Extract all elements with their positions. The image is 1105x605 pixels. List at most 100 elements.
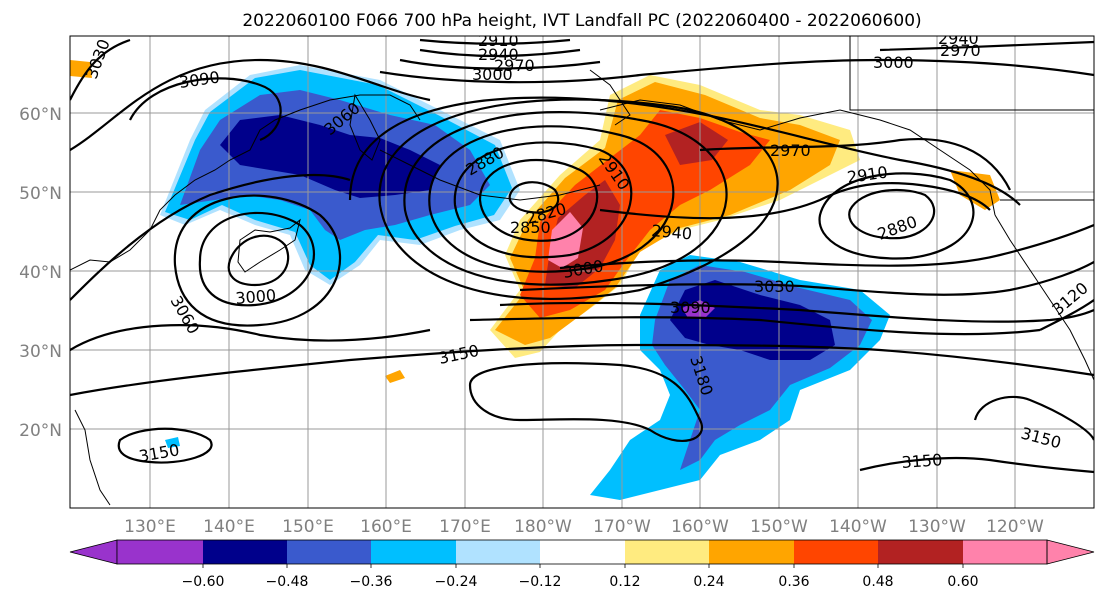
coastline-kamchatka xyxy=(349,93,381,161)
contour-label: 3150 xyxy=(901,450,943,472)
contour-3090-north xyxy=(129,77,282,142)
contour-3060-mid xyxy=(499,301,1094,323)
lon-label: 130°W xyxy=(908,517,966,537)
contour-3000-mid xyxy=(559,223,1094,270)
lon-label: 140°E xyxy=(203,517,255,537)
contour-2970-ne xyxy=(879,40,1094,52)
contour-2880-east xyxy=(848,188,936,240)
lon-label: 160°E xyxy=(360,517,412,537)
contour-label: 2940 xyxy=(478,45,519,64)
coastline-alaska xyxy=(599,99,996,216)
colorbar-segment xyxy=(794,540,878,564)
colorbar-tick-label: −0.60 xyxy=(182,574,225,590)
longitude-labels: 130°E 140°E 150°E 160°E 170°E 180°W 170°… xyxy=(124,517,1044,537)
contour-2910-long xyxy=(599,182,991,220)
contour-low-ring-2 xyxy=(478,158,599,242)
contour-west-low-ring-2 xyxy=(198,211,316,307)
colorbar-tick-label: 0.12 xyxy=(609,574,640,590)
colorbar-segment xyxy=(117,540,203,564)
shade-region-navy xyxy=(220,115,440,198)
contour-3060-north xyxy=(70,58,431,151)
lat-label: 40°N xyxy=(19,263,62,283)
shade-speck-2 xyxy=(950,170,1000,210)
map-frame xyxy=(69,35,1095,509)
coastline-japan xyxy=(237,218,301,273)
lon-label: 120°W xyxy=(986,517,1044,537)
colorbar-tick-label: 0.36 xyxy=(778,574,809,590)
colorbar-ticks xyxy=(202,564,964,568)
colorbar-extend-left xyxy=(69,539,118,565)
coastline-philippines xyxy=(74,409,111,506)
contour-label: 2940 xyxy=(938,29,979,48)
contour-label: 3000 xyxy=(235,286,277,308)
colorbar-tick-label: −0.12 xyxy=(519,574,562,590)
contour-3030-west xyxy=(173,194,342,327)
contour-low-ring-6 xyxy=(378,98,779,301)
figure-title: 2022060100 F066 700 hPa height, IVT Land… xyxy=(242,11,921,31)
shade-speck-3 xyxy=(385,370,405,383)
contour-label: 3000 xyxy=(472,65,513,84)
contour-3090-mid xyxy=(469,316,1041,336)
coastline-asia xyxy=(70,94,421,271)
colorbar-segment xyxy=(371,540,456,564)
map-area: 3030 3090 3060 2910 2940 2970 3000 2970 … xyxy=(70,29,1094,508)
colorbar-frame xyxy=(116,539,1048,565)
lon-label: 150°W xyxy=(750,517,808,537)
lat-label: 50°N xyxy=(19,184,62,204)
colorbar-extend-right xyxy=(1046,539,1095,565)
contour-3150-south xyxy=(859,456,1094,474)
colorbar-tick-label: 0.60 xyxy=(947,574,978,590)
contour-label: 2940 xyxy=(651,221,693,243)
colorbar-tick-labels: −0.60 −0.48 −0.36 −0.24 −0.12 0.12 0.24 … xyxy=(182,574,979,590)
contour-2910-top xyxy=(419,38,571,45)
colorbar-segment xyxy=(287,540,371,564)
contour-label: 2970 xyxy=(494,56,535,75)
lon-label: 170°E xyxy=(439,517,491,537)
colorbar-tick-label: −0.36 xyxy=(350,574,393,590)
contour-label: 3030 xyxy=(754,277,795,296)
colorbar-segment xyxy=(625,540,709,564)
contour-label: 2970 xyxy=(770,141,811,160)
colorbar-segment xyxy=(203,540,287,564)
colorbar-tick-label: −0.48 xyxy=(266,574,309,590)
colorbar-segment xyxy=(456,540,540,564)
contour-3000-top xyxy=(379,58,1094,84)
lon-label: 160°W xyxy=(671,517,729,537)
lat-label: 60°N xyxy=(19,105,62,125)
latitude-labels: 60°N 50°N 40°N 30°N 20°N xyxy=(19,105,62,441)
lon-label: 180°W xyxy=(514,517,572,537)
contour-3180 xyxy=(468,362,703,442)
contour-3150-small-west xyxy=(117,427,213,464)
contour-low-center-1 xyxy=(508,181,560,214)
contour-label: 2970 xyxy=(940,41,981,60)
colorbar-segment xyxy=(540,540,625,564)
colorbar-tick-label: −0.24 xyxy=(435,574,478,590)
contour-label: 3000 xyxy=(873,53,914,72)
contour-3060-west xyxy=(70,173,351,301)
colorbar-tick-label: 0.48 xyxy=(862,574,893,590)
contour-2970-top xyxy=(399,58,601,70)
shade-speck-4 xyxy=(165,437,180,448)
contour-3150-long xyxy=(70,343,1094,397)
contour-3030-mid xyxy=(519,261,1094,296)
contour-2940-top xyxy=(419,48,581,58)
contour-low-ring-4 xyxy=(428,125,675,273)
colorbar-segment xyxy=(709,540,794,564)
contour-3000-west-low xyxy=(227,234,290,287)
height-contours xyxy=(70,38,1094,474)
lat-label: 30°N xyxy=(19,342,62,362)
contour-label: 3090 xyxy=(670,298,711,317)
contour-3150-small-east xyxy=(973,395,1094,441)
coastline-north-america xyxy=(994,214,1094,381)
colorbar-segment xyxy=(963,540,1047,564)
contour-3120-east xyxy=(1039,299,1094,331)
colorbar-segment xyxy=(878,540,963,564)
lon-label: 130°E xyxy=(124,517,176,537)
colorbar: −0.60 −0.48 −0.36 −0.24 −0.12 0.12 0.24 … xyxy=(69,539,1095,590)
contour-2970-east xyxy=(699,138,1011,191)
contour-2910-east xyxy=(818,172,975,260)
contour-3030-nw xyxy=(70,38,131,101)
contour-3090-west xyxy=(70,324,431,351)
contour-low-ring-3 xyxy=(453,141,633,259)
